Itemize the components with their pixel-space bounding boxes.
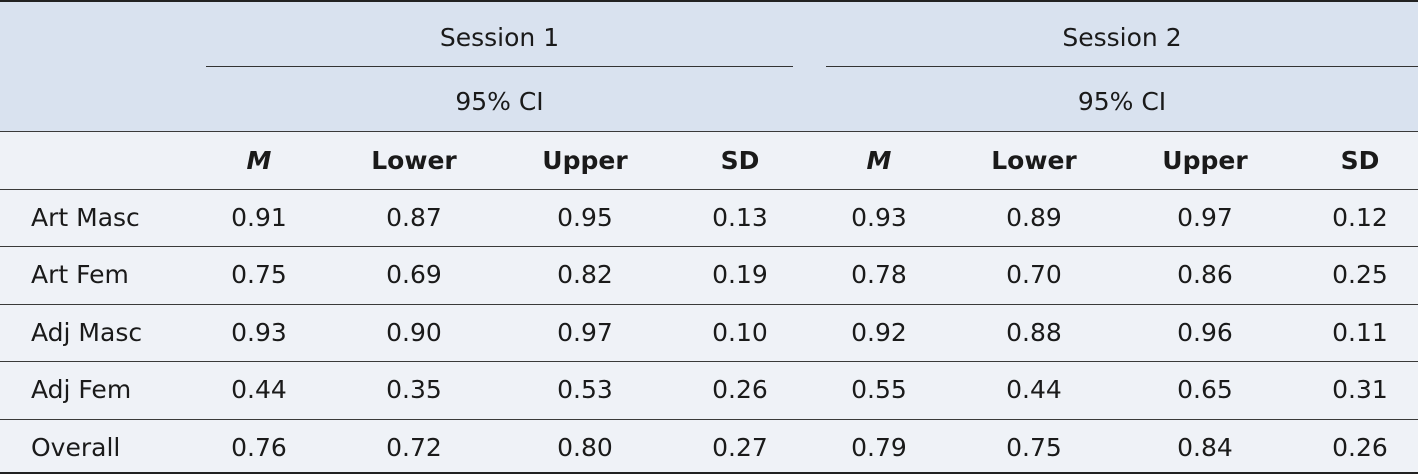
table-cell: 0.65 <box>1177 375 1233 404</box>
table-cell: 0.92 <box>851 318 907 347</box>
header-rule <box>0 131 1418 132</box>
table-cell: 0.44 <box>231 375 287 404</box>
table-cell: 0.97 <box>1177 203 1233 232</box>
table-cell: 0.87 <box>386 203 442 232</box>
table-cell: 0.26 <box>1332 433 1388 462</box>
table-cell: 0.72 <box>386 433 442 462</box>
column-header-s1-lower: Lower <box>371 145 457 175</box>
column-header-s2-sd: SD <box>1340 145 1380 175</box>
row-label: Adj Fem <box>31 375 132 404</box>
top-rule <box>0 0 1418 2</box>
table-cell: 0.97 <box>557 318 613 347</box>
column-header-s2-m: M <box>866 145 892 175</box>
column-header-s1-sd: SD <box>720 145 760 175</box>
session-1-rule <box>206 66 793 67</box>
table-cell: 0.88 <box>1006 318 1062 347</box>
table-cell: 0.79 <box>851 433 907 462</box>
table-cell: 0.96 <box>1177 318 1233 347</box>
row-label: Art Masc <box>31 203 140 232</box>
row-rule-1 <box>0 246 1418 247</box>
table-cell: 0.10 <box>712 318 768 347</box>
table-cell: 0.91 <box>231 203 287 232</box>
table-cell: 0.86 <box>1177 260 1233 289</box>
table-cell: 0.69 <box>386 260 442 289</box>
body-background <box>0 131 1418 474</box>
row-rule-2 <box>0 304 1418 305</box>
table-cell: 0.44 <box>1006 375 1062 404</box>
table-cell: 0.13 <box>712 203 768 232</box>
table-cell: 0.93 <box>231 318 287 347</box>
table-cell: 0.95 <box>557 203 613 232</box>
column-header-s2-upper: Upper <box>1162 145 1248 175</box>
table-cell: 0.76 <box>231 433 287 462</box>
row-label: Adj Masc <box>31 318 143 347</box>
table-cell: 0.84 <box>1177 433 1233 462</box>
table-cell: 0.11 <box>1332 318 1388 347</box>
row-rule-4 <box>0 419 1418 420</box>
session-2-header: Session 2 <box>1062 22 1182 52</box>
table-cell: 0.35 <box>386 375 442 404</box>
column-header-s1-m: M <box>246 145 272 175</box>
column-header-s2-lower: Lower <box>991 145 1077 175</box>
row-label: Art Fem <box>31 260 129 289</box>
table-cell: 0.78 <box>851 260 907 289</box>
table-cell: 0.55 <box>851 375 907 404</box>
table-cell: 0.75 <box>1006 433 1062 462</box>
table-cell: 0.27 <box>712 433 768 462</box>
session-2-rule <box>826 66 1418 67</box>
row-rule-3 <box>0 361 1418 362</box>
session-2-ci-header: 95% CI <box>1077 87 1167 116</box>
column-header-rule <box>0 189 1418 190</box>
table-cell: 0.82 <box>557 260 613 289</box>
table-cell: 0.75 <box>231 260 287 289</box>
session-1-header: Session 1 <box>439 22 560 52</box>
table-cell: 0.26 <box>712 375 768 404</box>
table-cell: 0.25 <box>1332 260 1388 289</box>
table-cell: 0.90 <box>386 318 442 347</box>
header-background <box>0 0 1418 131</box>
table-cell: 0.19 <box>712 260 768 289</box>
table-cell: 0.53 <box>557 375 613 404</box>
table-cell: 0.70 <box>1006 260 1062 289</box>
table-cell: 0.80 <box>557 433 613 462</box>
table-cell: 0.31 <box>1332 375 1388 404</box>
session-1-ci-header: 95% CI <box>455 87 544 116</box>
table-cell: 0.89 <box>1006 203 1062 232</box>
table-cell: 0.12 <box>1332 203 1388 232</box>
bottom-rule <box>0 472 1418 474</box>
row-label: Overall <box>31 433 121 462</box>
column-header-s1-upper: Upper <box>542 145 628 175</box>
table-cell: 0.93 <box>851 203 907 232</box>
